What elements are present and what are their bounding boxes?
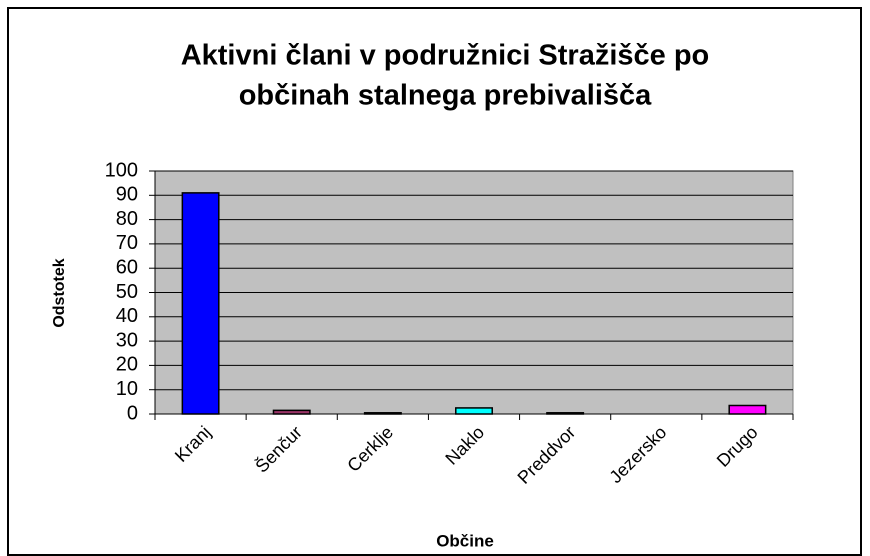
y-tick-label: 60 xyxy=(116,256,138,278)
y-tick-label: 70 xyxy=(116,232,138,254)
bar xyxy=(728,404,767,415)
y-tick-label: 90 xyxy=(116,184,138,206)
x-axis-label: Občine xyxy=(436,531,494,550)
y-tick-label: 10 xyxy=(116,378,138,400)
y-tick-label: 40 xyxy=(116,305,138,327)
chart-title: Aktivni člani v podružnici Stražišče po xyxy=(181,40,710,72)
chart-title: občinah stalnega prebivališča xyxy=(239,80,652,112)
bar xyxy=(455,407,493,415)
y-tick-label: 20 xyxy=(116,354,138,376)
y-tick-label: 50 xyxy=(116,281,138,303)
y-tick-label: 80 xyxy=(116,208,138,230)
bar xyxy=(181,192,220,415)
y-tick-label: 30 xyxy=(116,329,138,351)
bar xyxy=(272,409,311,415)
y-tick-label: 0 xyxy=(127,402,138,424)
bar xyxy=(363,412,402,415)
bar xyxy=(546,412,585,415)
y-axis-label: Odstotek xyxy=(51,258,68,327)
y-tick-label: 100 xyxy=(105,159,138,181)
